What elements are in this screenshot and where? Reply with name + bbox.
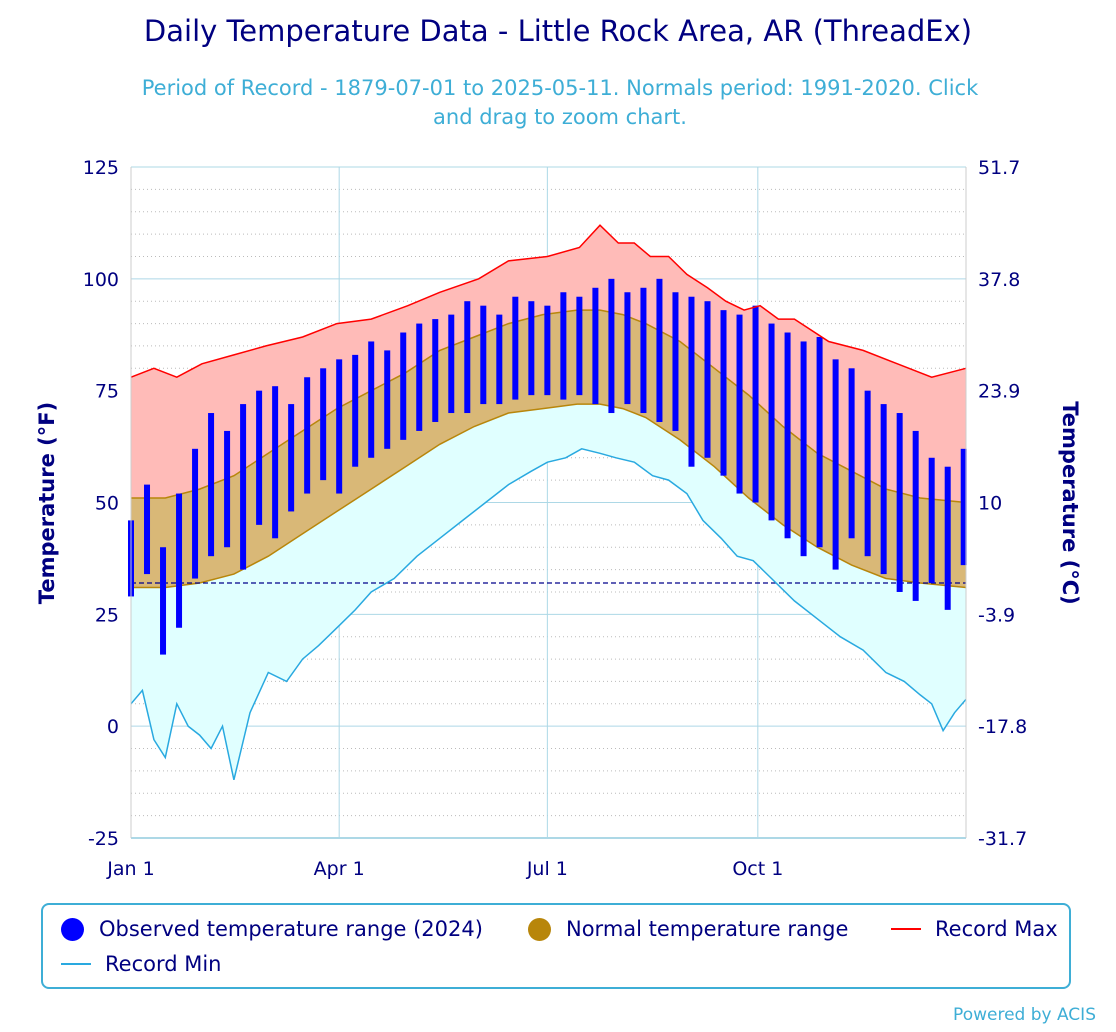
y-tick-label-right: -3.9 xyxy=(978,604,1015,626)
observed-bar xyxy=(912,430,919,601)
legend-label-observed: Observed temperature range (2024) xyxy=(99,917,483,941)
observed-bar xyxy=(400,332,407,440)
observed-bar xyxy=(448,314,455,414)
observed-bar xyxy=(192,448,199,579)
observed-bar xyxy=(672,292,679,431)
observed-bar xyxy=(576,296,583,396)
record-min-band xyxy=(131,404,966,780)
legend-item-record-max[interactable]: Record Max xyxy=(891,917,1058,941)
observed-bar xyxy=(368,341,375,458)
observed-bar xyxy=(320,368,327,481)
normal-swatch-icon xyxy=(528,917,551,941)
observed-bar xyxy=(624,292,631,405)
observed-bar xyxy=(208,413,215,557)
y-tick-label-left: -25 xyxy=(88,828,119,850)
observed-bar xyxy=(432,319,439,422)
observed-bar xyxy=(640,287,647,414)
observed-bar xyxy=(176,493,183,628)
y-tick-label-left: 100 xyxy=(83,269,119,291)
legend-item-observed[interactable]: Observed temperature range (2024) xyxy=(61,917,483,941)
observed-bar xyxy=(336,359,343,494)
x-tick-label: Apr 1 xyxy=(314,858,365,880)
observed-bar xyxy=(688,296,695,467)
observed-bar xyxy=(496,314,503,405)
legend-label-normal: Normal temperature range xyxy=(566,917,849,941)
observed-bar xyxy=(832,359,839,570)
observed-swatch-icon xyxy=(61,917,84,941)
observed-bar xyxy=(512,296,519,400)
y-tick-label-right: 51.7 xyxy=(978,157,1020,179)
record-min-swatch-icon xyxy=(61,963,91,965)
record-max-swatch-icon xyxy=(891,928,921,930)
record-min-line xyxy=(130,448,967,780)
y-tick-label-left: 75 xyxy=(95,381,119,403)
observed-bar xyxy=(960,448,967,566)
y-tick-label-right: 10 xyxy=(978,493,1002,515)
chart-legend: Observed temperature range (2024) Normal… xyxy=(41,903,1071,989)
chart-subtitle: Period of Record - 1879-07-01 to 2025-05… xyxy=(60,74,1060,132)
normal-min-line xyxy=(131,403,967,589)
observed-bar xyxy=(544,305,551,396)
observed-bar xyxy=(608,278,615,414)
observed-bar xyxy=(528,301,535,396)
y-tick-label-left: 25 xyxy=(95,604,119,626)
record-max-line xyxy=(130,224,967,379)
observed-bar xyxy=(288,404,295,512)
observed-bar xyxy=(416,323,423,431)
x-tick-label: Jan 1 xyxy=(106,858,154,880)
observed-bar xyxy=(480,305,487,405)
x-tick-label: Oct 1 xyxy=(732,858,783,880)
powered-by-link[interactable]: Powered by ACIS xyxy=(953,1005,1096,1025)
observed-bar xyxy=(720,310,727,476)
observed-bar xyxy=(224,430,231,548)
y-tick-label-right: -17.8 xyxy=(978,716,1027,738)
observed-bar xyxy=(304,377,311,494)
observed-bar xyxy=(592,287,599,405)
observed-bar xyxy=(656,278,663,422)
observed-bar xyxy=(752,305,759,503)
subtitle-line-2: and drag to zoom chart. xyxy=(433,105,687,129)
observed-bar xyxy=(704,301,711,458)
y-tick-label-left: 0 xyxy=(107,716,119,738)
observed-bar xyxy=(256,390,263,525)
observed-bar xyxy=(272,386,279,539)
subtitle-line-1: Period of Record - 1879-07-01 to 2025-05… xyxy=(141,76,979,100)
observed-bar xyxy=(144,484,151,575)
observed-bar xyxy=(816,336,823,548)
x-tick-label: Jul 1 xyxy=(526,858,568,880)
observed-bar xyxy=(928,457,935,584)
legend-label-record-min: Record Min xyxy=(105,952,222,976)
observed-bar xyxy=(800,341,807,557)
observed-bar xyxy=(864,390,871,557)
observed-bar xyxy=(896,413,903,592)
observed-bar xyxy=(352,354,359,467)
observed-bar xyxy=(784,332,791,539)
observed-bar xyxy=(944,466,951,610)
y-tick-label-right: -31.7 xyxy=(978,828,1027,850)
observed-bar xyxy=(736,314,743,494)
observed-bar xyxy=(880,404,887,575)
observed-bar xyxy=(848,368,855,539)
legend-label-record-max: Record Max xyxy=(935,917,1058,941)
legend-item-record-min[interactable]: Record Min xyxy=(61,952,222,976)
observed-bar xyxy=(240,404,247,570)
observed-bar xyxy=(560,292,567,400)
y-tick-label-right: 23.9 xyxy=(978,381,1020,403)
y-tick-label-left: 125 xyxy=(83,157,119,179)
y-tick-label-left: 50 xyxy=(95,493,119,515)
observed-bar xyxy=(464,301,471,414)
chart-title: Daily Temperature Data - Little Rock Are… xyxy=(143,14,973,48)
legend-item-normal[interactable]: Normal temperature range xyxy=(528,917,848,941)
observed-bar xyxy=(384,350,391,449)
observed-bar xyxy=(768,323,775,521)
observed-bar xyxy=(160,547,167,655)
y-tick-label-right: 37.8 xyxy=(978,269,1020,291)
